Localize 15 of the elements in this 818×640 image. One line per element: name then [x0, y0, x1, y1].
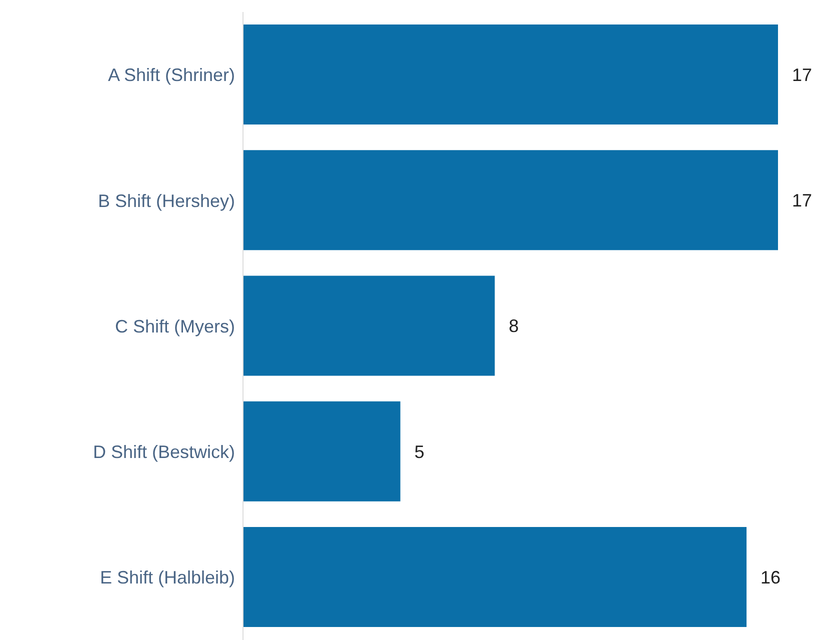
y-tick-label: E Shift (Halbleib)	[100, 568, 235, 588]
y-tick-label: A Shift (Shriner)	[108, 65, 235, 86]
bar	[243, 24, 778, 125]
data-label: 17	[792, 190, 812, 211]
y-tick-label: B Shift (Hershey)	[98, 190, 235, 211]
bar	[243, 526, 747, 627]
bar	[243, 150, 778, 250]
bar	[243, 276, 495, 376]
y-tick-label: C Shift (Myers)	[114, 316, 235, 336]
data-label: 5	[414, 442, 424, 462]
data-label: 16	[760, 567, 781, 588]
bar	[243, 401, 400, 502]
data-label: 8	[508, 316, 519, 336]
data-label: 17	[792, 64, 812, 85]
y-tick-label: D Shift (Bestwick)	[92, 442, 235, 462]
